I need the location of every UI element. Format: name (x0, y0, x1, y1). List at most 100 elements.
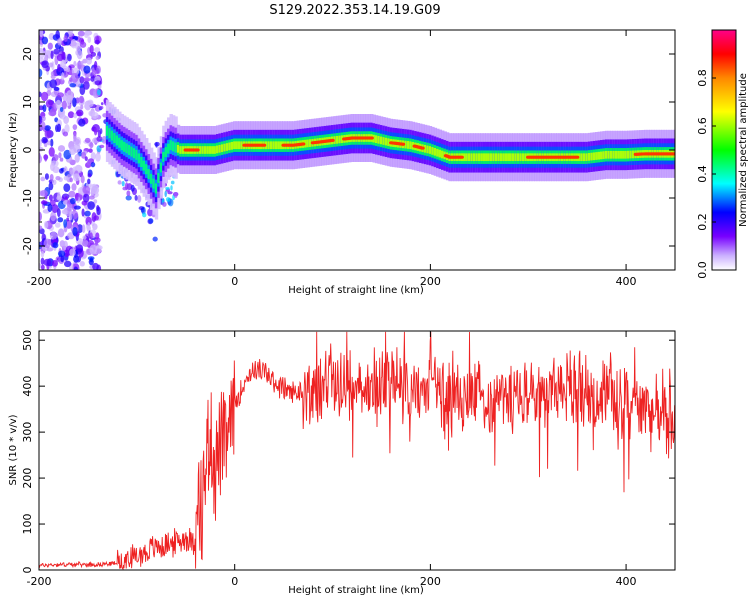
spectrogram-cell (39, 147, 44, 152)
spectrogram-cell (215, 145, 220, 154)
spectrogram-cell (173, 192, 178, 199)
snr-x-tick-label: -200 (27, 575, 52, 588)
spectrogram-cell (121, 180, 125, 187)
spectrogram-cell (504, 153, 509, 162)
spectrogram-cell (100, 102, 104, 106)
colorbar-label: Normalized spectral amplitude (738, 73, 749, 227)
spectrogram-cell (71, 183, 77, 191)
spectrogram-cell (482, 153, 486, 162)
spectrogram-cell (497, 153, 501, 162)
spectrogram-cell (73, 113, 78, 119)
spectrogram-cell (92, 223, 98, 231)
spectrogram-cell (372, 134, 376, 143)
spectrogram-cell (75, 244, 84, 253)
spectrogram-peak (459, 155, 464, 159)
spectrogram-cell (52, 242, 59, 249)
spectrogram-cell (465, 153, 469, 162)
spectrogram-cell (66, 97, 71, 107)
spectrogram-cell (39, 225, 43, 231)
spectrogram-cell (81, 224, 86, 234)
spectrogram-cell (142, 212, 147, 218)
spectrogram-cell (138, 206, 145, 211)
spectrogram-cell (48, 194, 53, 201)
spectrogram-cell (123, 141, 127, 152)
spectrogram-cell (87, 178, 91, 185)
spectrogram-cell (409, 141, 413, 150)
spectrogram-cell (333, 136, 337, 144)
spectrogram-cell (78, 118, 86, 127)
spectrogram-cell (82, 80, 90, 90)
spectrogram-cell (63, 219, 68, 228)
spectrogram-cell (198, 146, 203, 154)
spectrogram-cell (90, 152, 96, 160)
spectrogram-x-tick-label: -200 (27, 275, 52, 288)
spectrogram-cell (86, 159, 92, 166)
spectrogram-cell (165, 197, 171, 202)
spectrogram-cell (438, 149, 442, 158)
spectrogram-cell (145, 164, 149, 175)
spectrogram-cell (67, 53, 72, 62)
spectrogram-cell (218, 144, 222, 153)
colorbar: 0.0 0.2 0.4 0.6 0.8 Normalized spectral ampl… (696, 29, 749, 279)
spectrogram-cell (39, 142, 42, 148)
spectrogram-cell (404, 140, 408, 149)
spectrogram-cell (304, 139, 308, 148)
spectrogram-cell (592, 152, 597, 161)
spectrogram-cell (94, 39, 101, 45)
snr-frame (38, 330, 676, 571)
spectrogram-cell (63, 175, 69, 181)
spectrogram-cell (97, 84, 102, 90)
spectrogram-cell (137, 194, 142, 203)
spectrogram-cell (233, 141, 237, 150)
spectrogram-cell (463, 153, 467, 162)
spectrogram-cell (514, 153, 518, 162)
spectrogram-cell (57, 145, 66, 152)
colorbar-tick-label: 0.8 (696, 69, 709, 87)
spectrogram-cell (73, 205, 81, 210)
spectrogram-cell (614, 150, 619, 159)
spectrogram-cell (55, 99, 62, 110)
spectrogram-cell (524, 153, 528, 162)
spectrogram-cell (132, 148, 137, 159)
spectrogram-cell (44, 154, 48, 162)
spectrogram-cell (57, 92, 64, 98)
spectrogram-cell (69, 248, 76, 257)
spectrogram-cell (48, 182, 54, 191)
spectrogram-cell (69, 177, 73, 183)
spectrogram-cell (84, 156, 88, 162)
spectrogram-cell (89, 232, 93, 240)
spectrogram-cell (94, 238, 99, 245)
spectrogram-cell (211, 146, 215, 154)
snr-x-tick-label: 400 (616, 575, 637, 588)
spectrogram-cell (94, 80, 102, 86)
spectrogram-cell (55, 30, 60, 40)
snr-y-tick-label: 100 (21, 514, 34, 535)
spectrogram-cell (75, 192, 79, 201)
spectrogram-cell (39, 262, 42, 269)
spectrogram-cell (72, 138, 80, 145)
spectrogram-cell (335, 135, 340, 144)
spectrogram-cell (165, 186, 170, 190)
spectrogram-cell (130, 184, 135, 192)
spectrogram-cell (82, 58, 88, 64)
spectrogram-cell (79, 76, 85, 84)
spectrogram-cell (80, 104, 84, 110)
spectrogram-cell (157, 172, 161, 183)
spectrogram-cell (45, 99, 54, 108)
spectrogram-cell (590, 152, 594, 161)
spectrogram-cell (95, 152, 101, 162)
spectrogram-cell (516, 153, 521, 162)
spectrogram-cell (277, 141, 281, 150)
spectrogram-cell (40, 176, 46, 182)
spectrogram-cell (118, 137, 122, 148)
spectrogram-cell (73, 60, 77, 67)
spectrogram-cell (624, 150, 628, 159)
spectrogram-cell (44, 220, 49, 229)
spectrogram-cell (91, 185, 98, 193)
spectrogram-cell (59, 157, 64, 162)
spectrogram-cell (95, 55, 100, 61)
spectrogram-cell (54, 222, 61, 228)
spectrogram-cell (39, 47, 44, 53)
spectrogram-panel: -200 0 200 400 20 10 0 -10 -20 Height of straig… (8, 29, 676, 296)
